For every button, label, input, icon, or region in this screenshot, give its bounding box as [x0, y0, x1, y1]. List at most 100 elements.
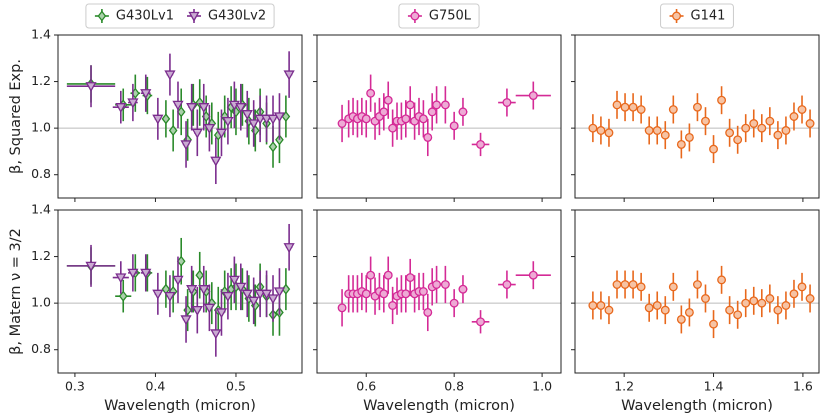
- x-tick-label: 0.5: [226, 379, 246, 394]
- point: [195, 269, 205, 281]
- x-tick-label: 0.8: [444, 379, 464, 394]
- point: [709, 319, 718, 329]
- point: [725, 305, 735, 315]
- point: [440, 280, 450, 289]
- point: [789, 289, 799, 299]
- point: [757, 123, 767, 133]
- point: [668, 105, 678, 114]
- point: [180, 315, 192, 326]
- point: [749, 119, 759, 128]
- y-tick-label: 1.0: [31, 120, 51, 135]
- point: [741, 123, 751, 133]
- point: [140, 268, 152, 279]
- point: [717, 275, 727, 285]
- point: [805, 294, 815, 303]
- point: [198, 103, 210, 114]
- point: [692, 280, 702, 289]
- x-tick-label: 0.3: [65, 379, 85, 394]
- x-tick-label: 1.0: [532, 379, 552, 394]
- point: [476, 317, 485, 327]
- plot-frame: [316, 34, 562, 199]
- point: [604, 305, 614, 315]
- legend-swatch: [672, 11, 682, 21]
- y-tick-label: 1.2: [31, 73, 51, 88]
- legend-box: [85, 3, 275, 29]
- point: [115, 273, 127, 284]
- point: [612, 100, 622, 110]
- y-tick-label: 0.8: [31, 166, 51, 181]
- legend-swatch: [410, 11, 420, 21]
- plot-frame: [574, 34, 820, 199]
- point: [733, 310, 743, 320]
- point: [660, 130, 670, 140]
- x-tick-label: 1.4: [704, 379, 724, 394]
- point: [620, 102, 630, 112]
- point: [215, 308, 228, 319]
- point: [176, 255, 186, 267]
- y-tick-label: 1.0: [31, 295, 51, 310]
- point: [405, 100, 415, 110]
- point: [388, 301, 398, 310]
- x-axis-label: Wavelength (micron): [621, 398, 773, 414]
- point: [248, 296, 260, 307]
- point: [652, 126, 662, 135]
- point: [273, 287, 286, 298]
- y-tick-label: 0.8: [31, 341, 51, 356]
- point: [805, 119, 815, 128]
- point: [172, 100, 184, 111]
- point: [604, 128, 614, 138]
- point: [773, 305, 783, 315]
- point: [418, 114, 428, 124]
- point: [366, 270, 376, 280]
- point: [172, 275, 184, 286]
- point: [701, 116, 710, 126]
- point: [383, 270, 393, 280]
- point: [186, 285, 198, 295]
- legend-label: G430Lv2: [208, 9, 266, 24]
- point: [432, 280, 442, 289]
- legend: G750L: [398, 3, 480, 29]
- legend-label: G430Lv1: [116, 9, 174, 24]
- point: [198, 285, 210, 295]
- point: [180, 140, 192, 151]
- point: [684, 133, 694, 142]
- point: [273, 112, 286, 123]
- point: [676, 314, 686, 324]
- point: [366, 88, 376, 98]
- point: [248, 119, 260, 130]
- legend: G141: [660, 3, 734, 29]
- point: [427, 107, 437, 117]
- point: [241, 110, 253, 120]
- point: [423, 133, 433, 142]
- point: [115, 103, 127, 114]
- point: [222, 117, 234, 127]
- point: [228, 275, 240, 286]
- point: [215, 128, 228, 139]
- point: [203, 123, 216, 134]
- point: [636, 282, 646, 292]
- point: [476, 139, 485, 149]
- point: [337, 303, 347, 313]
- point: [152, 114, 164, 125]
- point: [210, 156, 222, 167]
- point: [254, 289, 266, 300]
- point: [620, 280, 630, 289]
- point: [528, 270, 538, 280]
- y-axis-label: β, Matern ν = 3/2: [8, 228, 24, 355]
- point: [588, 123, 598, 133]
- plot-frame: [57, 209, 303, 374]
- legend-swatch: [97, 10, 107, 22]
- x-tick-label: 0.6: [356, 379, 376, 394]
- point: [733, 135, 743, 145]
- point: [210, 329, 222, 340]
- x-tick-label: 1.2: [614, 379, 634, 394]
- point: [692, 102, 702, 112]
- point: [260, 289, 273, 300]
- point: [596, 301, 606, 310]
- point: [458, 284, 468, 294]
- point: [528, 91, 538, 100]
- point: [423, 308, 433, 317]
- point: [127, 98, 139, 109]
- plot-frame: [316, 209, 562, 374]
